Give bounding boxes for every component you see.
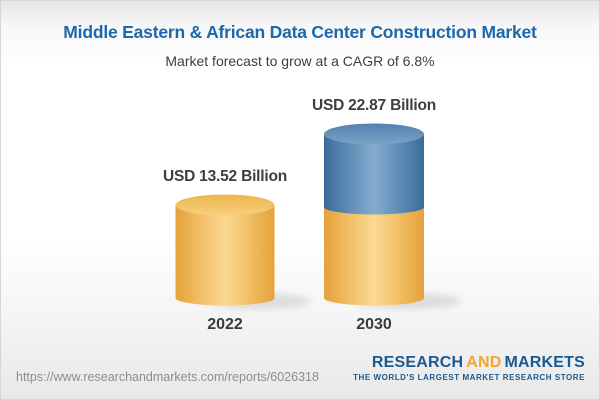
- value-label-2022: USD 13.52 Billion: [162, 168, 288, 185]
- year-label-2022: 2022: [207, 316, 243, 333]
- bar-2022: [175, 194, 275, 306]
- bar-2030-bottom-cap: [324, 290, 424, 306]
- research-and-markets-logo: RESEARCH AND MARKETS THE WORLD'S LARGEST M…: [353, 355, 585, 382]
- chart-subtitle: Market forecast to grow at a CAGR of 6.8…: [165, 53, 435, 69]
- bar-2022-top-cap: [175, 194, 275, 216]
- bar-2022-bottom-cap: [175, 290, 275, 306]
- logo-word-and: AND: [466, 354, 502, 371]
- bar-2030-growth-body: [324, 134, 424, 207]
- logo-word-markets: MARKETS: [504, 354, 585, 371]
- report-url: https://www.researchandmarkets.com/repor…: [16, 370, 319, 384]
- page-title: Middle Eastern & African Data Center Con…: [63, 22, 537, 42]
- logo-word-research: RESEARCH: [371, 354, 464, 371]
- bar-2030: [324, 123, 424, 306]
- bar-2022-body: [175, 205, 275, 298]
- bar-2030-base-body: [324, 207, 424, 298]
- bar-2030-top-cap: [324, 123, 424, 145]
- value-label-2030: USD 22.87 Billion: [311, 97, 437, 114]
- logo-tagline: THE WORLD'S LARGEST MARKET RESEARCH STOR…: [353, 373, 585, 382]
- logo-wordmark: RESEARCH AND MARKETS: [353, 355, 585, 371]
- year-label-2030: 2030: [356, 316, 392, 333]
